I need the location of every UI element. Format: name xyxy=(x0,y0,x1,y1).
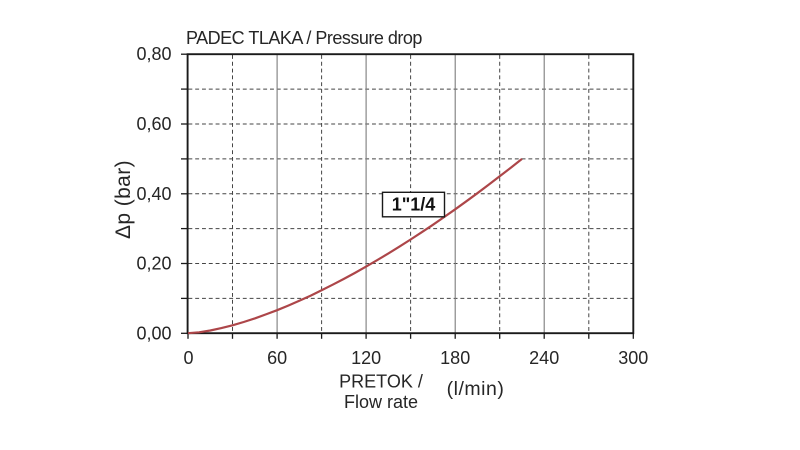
svg-text:0,20: 0,20 xyxy=(136,254,171,274)
svg-text:1"1/4: 1"1/4 xyxy=(392,195,436,215)
svg-text:180: 180 xyxy=(440,348,470,368)
svg-text:60: 60 xyxy=(267,348,287,368)
svg-text:PADEC TLAKA / Pressure drop: PADEC TLAKA / Pressure drop xyxy=(186,28,422,48)
svg-text:0,40: 0,40 xyxy=(136,184,171,204)
svg-text:0,00: 0,00 xyxy=(136,323,171,343)
svg-text:Flow rate: Flow rate xyxy=(344,392,418,412)
svg-text:Δp (bar): Δp (bar) xyxy=(112,160,135,239)
svg-text:300: 300 xyxy=(618,348,648,368)
svg-text:(l/min): (l/min) xyxy=(447,378,505,400)
svg-text:PRETOK /: PRETOK / xyxy=(339,372,423,392)
svg-text:0: 0 xyxy=(183,348,193,368)
svg-text:240: 240 xyxy=(529,348,559,368)
svg-text:0,60: 0,60 xyxy=(136,114,171,134)
svg-text:0,80: 0,80 xyxy=(136,44,171,64)
svg-text:120: 120 xyxy=(351,348,381,368)
